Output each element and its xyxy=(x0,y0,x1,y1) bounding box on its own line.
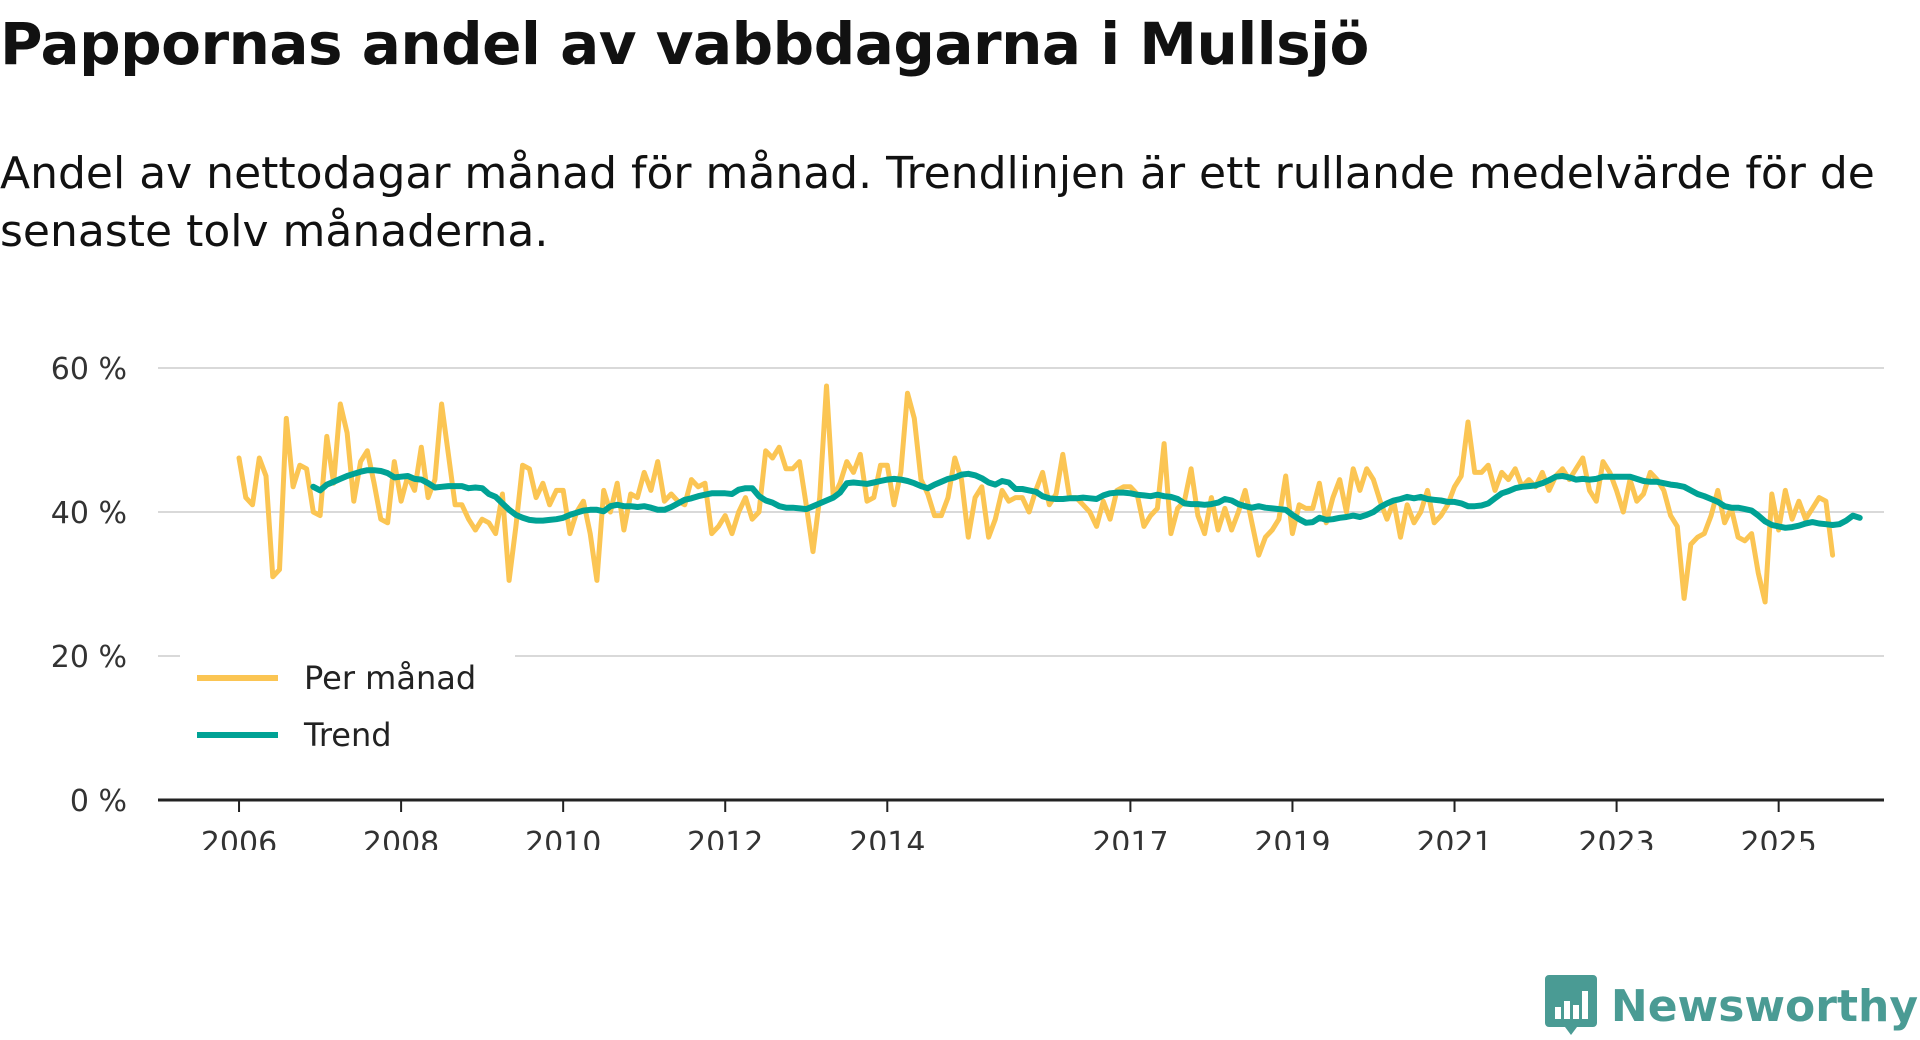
brand-logo: Newsworthy xyxy=(1544,975,1918,1037)
x-tick-label: 2006 xyxy=(201,826,277,850)
chart-title: Pappornas andel av vabbdagarna i Mullsjö xyxy=(0,10,1369,78)
y-tick-label: 20 % xyxy=(51,640,127,675)
chart-subtitle: Andel av nettodagar månad för månad. Tre… xyxy=(0,148,1875,257)
x-tick-label: 2023 xyxy=(1578,826,1654,850)
newsworthy-logo-icon xyxy=(1544,975,1597,1035)
y-tick-label: 60 % xyxy=(51,352,127,387)
y-tick-label: 0 % xyxy=(70,784,127,819)
y-axis-ticks: 0 % 20 % 40 % 60 % xyxy=(51,352,127,819)
y-tick-label: 40 % xyxy=(51,496,127,531)
x-tick-label: 2017 xyxy=(1092,826,1168,850)
line-chart: 0 % 20 % 40 % 60 % 2006 2008 2010 2012 2014 2017… xyxy=(51,352,1884,850)
x-tick-label: 2012 xyxy=(687,826,763,850)
x-tick-label: 2021 xyxy=(1416,826,1492,850)
series-line-trend xyxy=(310,467,1863,531)
x-tick-label: 2008 xyxy=(363,826,439,850)
legend-label: Trend xyxy=(303,716,392,754)
brand-name: Newsworthy xyxy=(1610,980,1918,1032)
x-tick-label: 2014 xyxy=(849,826,925,850)
legend-background xyxy=(180,647,515,767)
x-tick-label: 2019 xyxy=(1254,826,1330,850)
x-tick-label: 2025 xyxy=(1740,826,1816,850)
x-axis: 2006 2008 2010 2012 2014 2017 2019 2021 2023 2025 xyxy=(158,798,1884,850)
legend: Per månad Trend xyxy=(180,647,515,767)
legend-label: Per månad xyxy=(304,659,476,697)
series-lines xyxy=(236,383,1863,605)
x-tick-label: 2010 xyxy=(525,826,601,850)
